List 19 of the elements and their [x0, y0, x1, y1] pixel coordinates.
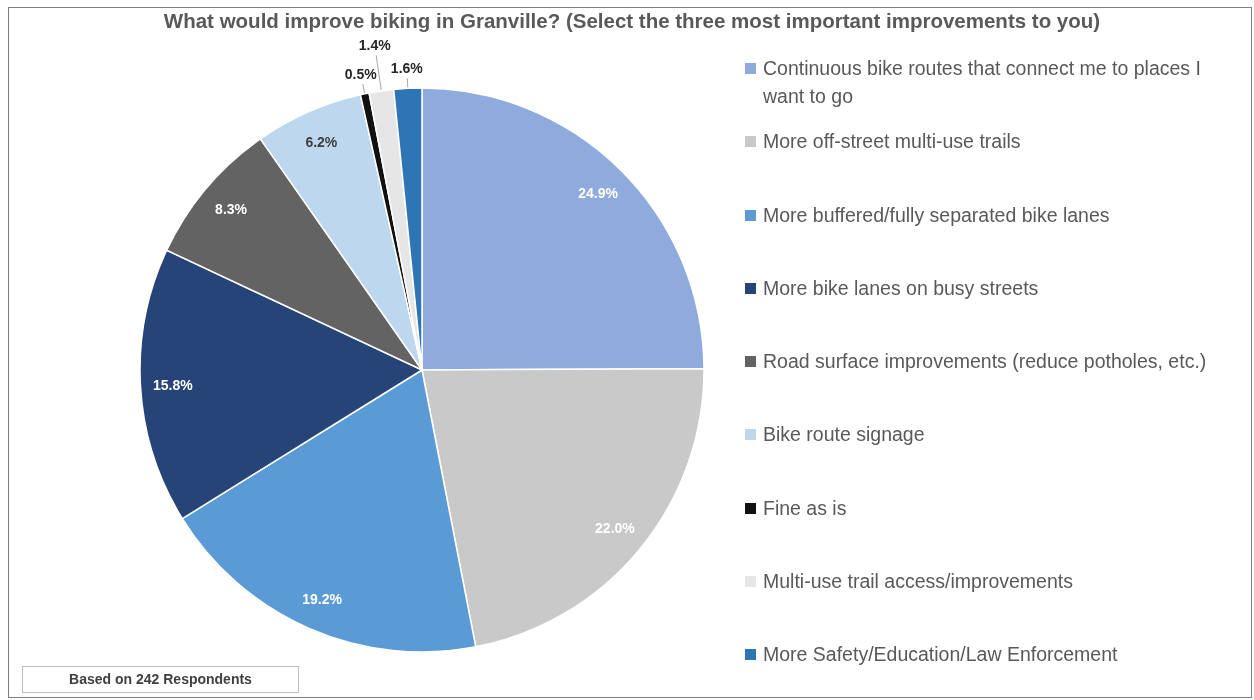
data-label: 24.9% [578, 185, 619, 202]
data-label: 1.4% [358, 37, 392, 54]
legend-label: More bike lanes on busy streets [763, 276, 1039, 299]
legend-label: More Safety/Education/Law Enforcement [763, 643, 1118, 665]
legend-label: More buffered/fully separated bike lanes [763, 203, 1110, 226]
data-label: 8.3% [215, 201, 248, 218]
legend-label: Multi-use trail access/improvements [763, 569, 1073, 592]
legend-label: Fine as is [763, 496, 847, 519]
data-label: 1.6% [390, 60, 424, 77]
legend-label: Road surface improvements (reduce potholes, etc.) [763, 350, 1207, 372]
data-label: 19.2% [302, 590, 343, 607]
data-label: 6.2% [305, 133, 338, 150]
legend-label: Bike route signage [763, 423, 925, 446]
text: Based on 242 Respondents [69, 671, 252, 687]
legend-label: Continuous bike routes that connect me to places I want to go [763, 57, 1201, 107]
data-label: 15.8% [153, 376, 194, 393]
legend-label: More off-street multi-use trails [763, 130, 1021, 153]
data-label: 0.5% [344, 66, 378, 83]
chart-title: What would improve biking in Granville? (Select the three most important improvements to you) [163, 9, 1101, 32]
